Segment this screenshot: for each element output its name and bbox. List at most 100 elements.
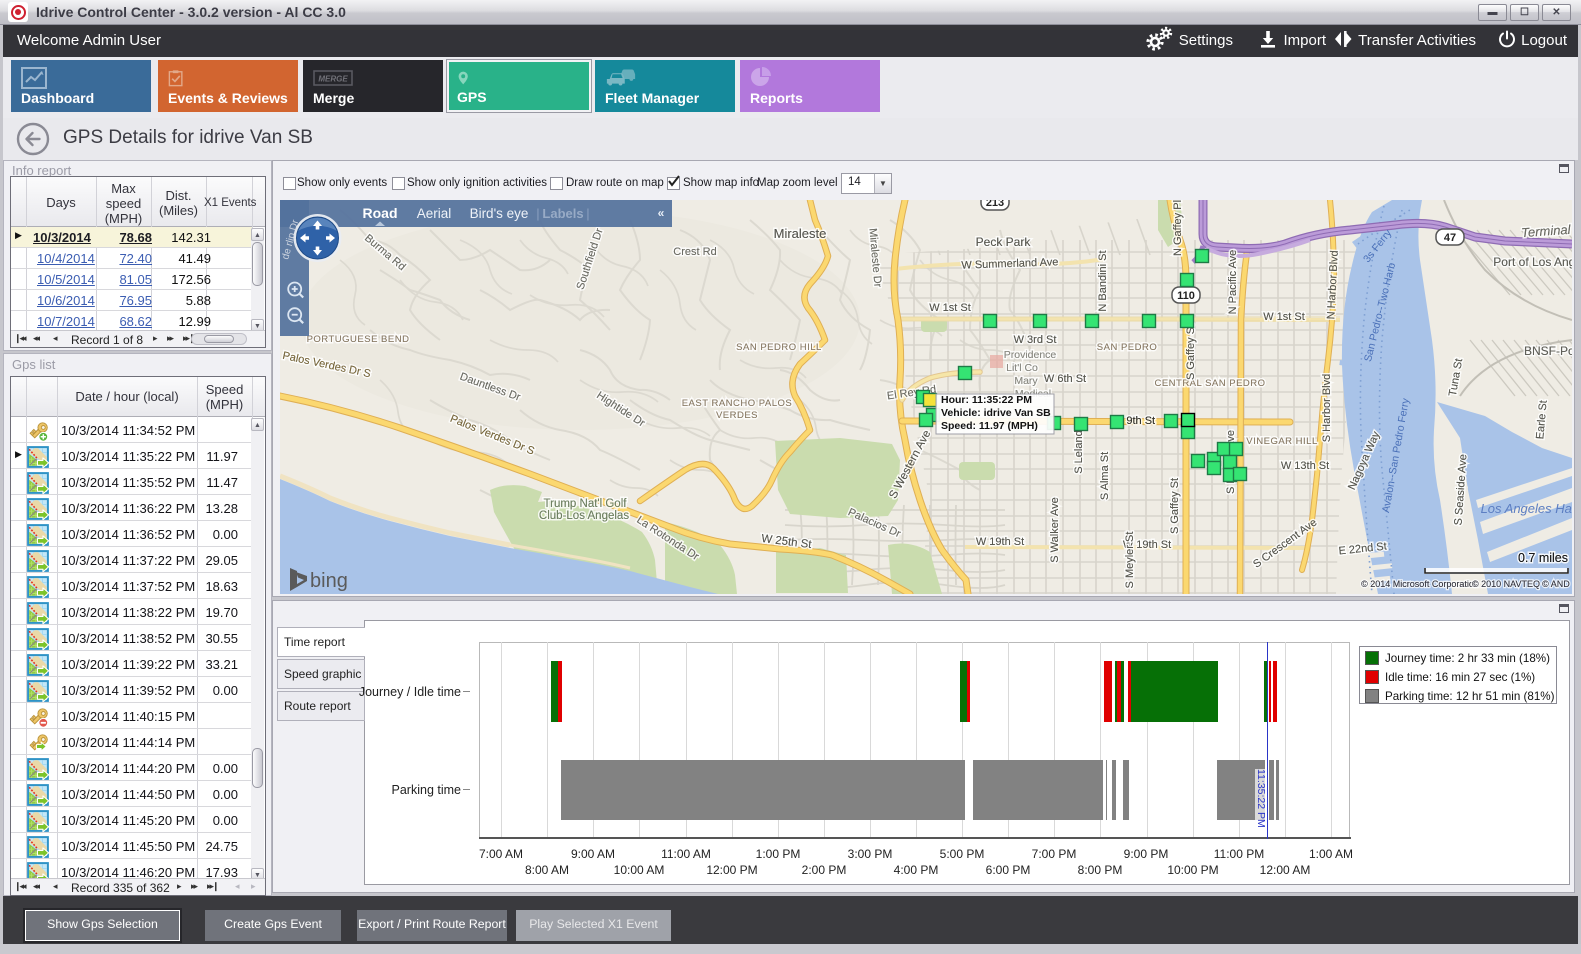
svg-text:Miraleste Dr: Miraleste Dr <box>866 228 883 288</box>
svg-text:W 13th St: W 13th St <box>1281 460 1329 472</box>
svg-text:W 19th St: W 19th St <box>1123 539 1171 551</box>
svg-text:Trump Nat'l Golf: Trump Nat'l Golf <box>544 498 628 510</box>
svg-text:Labels: Labels <box>542 206 583 221</box>
svg-text:S Gaffey St: S Gaffey St <box>1169 478 1181 534</box>
svg-text:BNSF-Port: BNSF-Port <box>1524 344 1572 358</box>
svg-text:E 22nd St: E 22nd St <box>1338 541 1387 558</box>
svg-text:Los Angeles Harb: Los Angeles Harb <box>1481 501 1572 516</box>
svg-text:Earle St: Earle St <box>1534 400 1549 440</box>
svg-text:N Bandini St: N Bandini St <box>1097 250 1109 311</box>
svg-text:Trump Nat'l Golf: Trump Nat'l Golf <box>544 498 628 510</box>
svg-text:© 2014 Microsoft Corporation: © 2014 Microsoft Corporation <box>1361 579 1479 589</box>
svg-text:W Summerland Ave: W Summerland Ave <box>961 256 1058 271</box>
svg-text:N Bandini St: N Bandini St <box>1097 250 1109 311</box>
svg-text:Providence: Providence <box>1004 349 1057 361</box>
svg-text:S Harbor Blvd: S Harbor Blvd <box>1321 374 1333 442</box>
svg-text:© AND: © AND <box>1542 579 1570 589</box>
svg-text:S Leland: S Leland <box>1073 430 1085 473</box>
svg-text:S Harbor Blvd: S Harbor Blvd <box>1321 374 1333 442</box>
svg-text:N Harbor Blvd: N Harbor Blvd <box>1325 250 1341 320</box>
svg-text:Miraleste Dr: Miraleste Dr <box>866 228 883 288</box>
svg-text:S Alma St: S Alma St <box>1099 452 1111 500</box>
svg-text:Hour: 11:35:22 PM: Hour: 11:35:22 PM <box>941 394 1032 406</box>
svg-text:N Pacific Ave: N Pacific Ave <box>1227 250 1239 315</box>
svg-text:VINEGAR HILL: VINEGAR HILL <box>1246 436 1317 447</box>
svg-text:Port of Los Angel: Port of Los Angel <box>1493 255 1572 269</box>
svg-text:0.7 miles: 0.7 miles <box>1518 551 1568 565</box>
svg-text:«: « <box>658 206 665 220</box>
svg-text:W 19th St: W 19th St <box>976 536 1024 548</box>
svg-text:bing: bing <box>310 570 348 592</box>
svg-text:S Gaffey St: S Gaffey St <box>1185 324 1197 380</box>
svg-text:S Meyler St: S Meyler St <box>1124 532 1136 589</box>
svg-text:PORTUGUESE BEND: PORTUGUESE BEND <box>307 334 410 345</box>
svg-text:W 1st St: W 1st St <box>1263 311 1305 323</box>
svg-text:Peck Park: Peck Park <box>976 235 1032 249</box>
svg-text:S Walker Ave: S Walker Ave <box>1049 497 1061 562</box>
svg-text:VINEGAR HILL: VINEGAR HILL <box>1246 436 1317 447</box>
svg-text:© 2014 Microsoft Corporation: © 2014 Microsoft Corporation <box>1361 579 1479 589</box>
svg-text:Vehicle: idrive Van SB: Vehicle: idrive Van SB <box>941 407 1051 419</box>
svg-text:213: 213 <box>986 200 1004 209</box>
svg-text:E 22nd St: E 22nd St <box>1338 541 1387 558</box>
svg-text:S Meyler St: S Meyler St <box>1124 532 1136 589</box>
svg-text:W 19th St: W 19th St <box>976 536 1024 548</box>
svg-text:110: 110 <box>1177 290 1195 302</box>
svg-text:Terminal Is: Terminal Is <box>1521 221 1572 240</box>
svg-text:S Alma St: S Alma St <box>1099 452 1111 500</box>
svg-text:SAN PEDRO HILL: SAN PEDRO HILL <box>736 342 822 353</box>
svg-text:W 1st St: W 1st St <box>929 302 971 314</box>
svg-text:Peck Park: Peck Park <box>976 235 1032 249</box>
svg-text:S Seaside Ave: S Seaside Ave <box>1453 454 1470 526</box>
svg-text:SAN PEDRO: SAN PEDRO <box>1097 342 1157 353</box>
svg-text:W 6th St: W 6th St <box>1044 373 1086 385</box>
svg-text:0.7 miles: 0.7 miles <box>1518 551 1568 565</box>
svg-text:W Summerland Ave: W Summerland Ave <box>961 256 1058 271</box>
svg-text:© AND: © AND <box>1542 579 1570 589</box>
svg-text:Mary: Mary <box>1014 375 1038 387</box>
svg-text:SAN PEDRO: SAN PEDRO <box>1097 342 1157 353</box>
svg-text:© 2010 NAVTEQ: © 2010 NAVTEQ <box>1472 579 1540 589</box>
svg-text:PORTUGUESE BEND: PORTUGUESE BEND <box>307 334 410 345</box>
svg-text:Road: Road <box>363 205 398 221</box>
svg-text:W 13th St: W 13th St <box>1281 460 1329 472</box>
svg-text:Providence: Providence <box>1004 349 1057 361</box>
svg-text:Port of Los Angel: Port of Los Angel <box>1493 255 1572 269</box>
svg-text:W 19th St: W 19th St <box>1123 539 1171 551</box>
svg-text:W 1st St: W 1st St <box>929 302 971 314</box>
svg-text:W 1st St: W 1st St <box>1263 311 1305 323</box>
svg-text:SAN PEDRO HILL: SAN PEDRO HILL <box>736 342 822 353</box>
svg-text:Aerial: Aerial <box>417 206 452 221</box>
svg-text:EAST RANCHO PALOS: EAST RANCHO PALOS <box>682 398 793 409</box>
svg-text:N Gaffey Pl: N Gaffey Pl <box>1172 200 1184 256</box>
svg-text:S Walker Ave: S Walker Ave <box>1049 497 1061 562</box>
svg-text:N Harbor Blvd: N Harbor Blvd <box>1325 250 1341 320</box>
svg-text:Lit'l Co: Lit'l Co <box>1006 362 1038 374</box>
svg-text:Earle St: Earle St <box>1534 400 1549 440</box>
svg-text:47: 47 <box>1444 232 1456 244</box>
svg-text:W 3rd St: W 3rd St <box>1014 334 1057 346</box>
svg-text:EAST RANCHO PALOS: EAST RANCHO PALOS <box>682 398 793 409</box>
svg-text:Club-Los Angelas: Club-Los Angelas <box>539 510 629 522</box>
svg-text:Speed: 11.97 (MPH): Speed: 11.97 (MPH) <box>941 420 1038 432</box>
svg-text:S Gaffey St: S Gaffey St <box>1169 478 1181 534</box>
svg-text:Mary: Mary <box>1014 375 1038 387</box>
svg-text:MERGE: MERGE <box>318 75 348 84</box>
svg-text:Crest Rd: Crest Rd <box>673 246 716 258</box>
svg-text:© 2010 NAVTEQ: © 2010 NAVTEQ <box>1472 579 1540 589</box>
svg-text:VERDES: VERDES <box>716 410 758 421</box>
svg-text:W 3rd St: W 3rd St <box>1014 334 1057 346</box>
svg-text:Club-Los Angelas: Club-Los Angelas <box>539 510 629 522</box>
svg-text:Bird's eye: Bird's eye <box>470 206 529 221</box>
svg-text:|: | <box>586 206 589 221</box>
svg-text:Miraleste: Miraleste <box>774 226 827 241</box>
svg-text:N Pacific Ave: N Pacific Ave <box>1227 250 1239 315</box>
svg-text:Terminal Is: Terminal Is <box>1521 221 1572 240</box>
svg-text:S Leland: S Leland <box>1073 430 1085 473</box>
svg-text:N Gaffey Pl: N Gaffey Pl <box>1172 200 1184 256</box>
svg-text:S Gaffey St: S Gaffey St <box>1185 324 1197 380</box>
svg-text:|: | <box>536 206 539 221</box>
svg-text:Miraleste: Miraleste <box>774 226 827 241</box>
svg-text:Lit'l Co: Lit'l Co <box>1006 362 1038 374</box>
svg-text:CENTRAL SAN PEDRO: CENTRAL SAN PEDRO <box>1154 378 1265 389</box>
